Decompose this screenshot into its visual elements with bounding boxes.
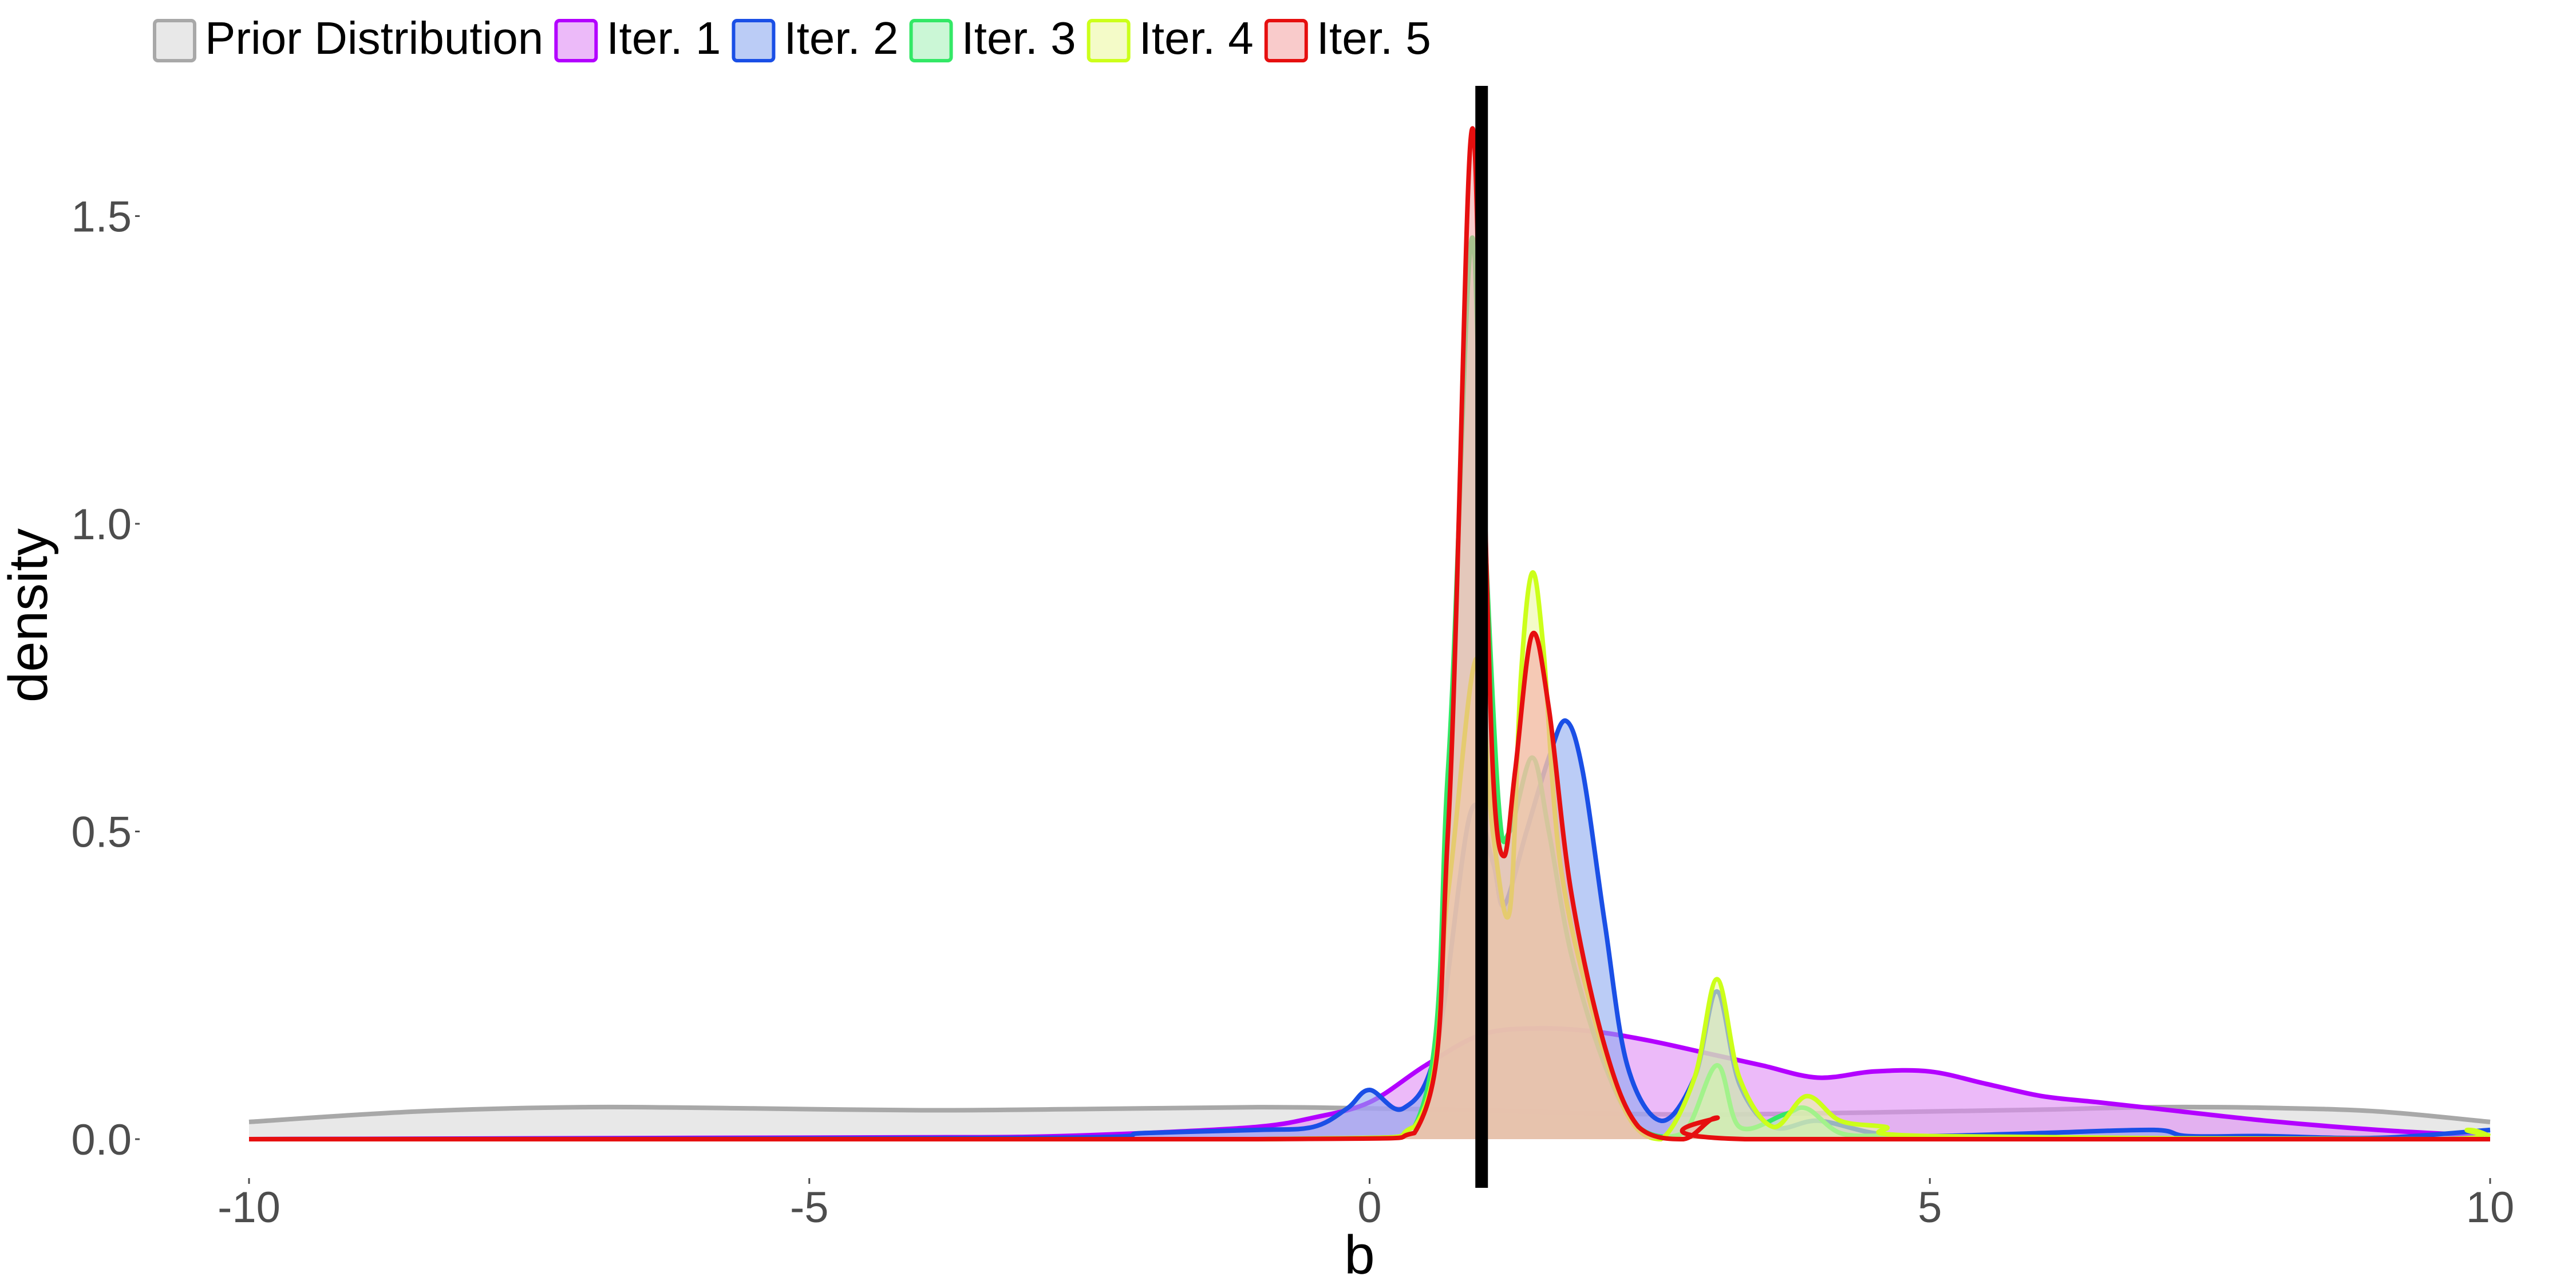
x-tick-label: 5	[1918, 1183, 1942, 1232]
legend-label-prior-distribution: Prior Distribution	[205, 13, 543, 64]
series-area-iter-1	[249, 1028, 2490, 1139]
legend-key-iter-3	[909, 19, 953, 62]
series-area-iter-2	[249, 720, 2490, 1139]
legend-key-iter-1	[554, 19, 598, 62]
y-tick-label: 1.5	[71, 193, 132, 242]
density-areas	[248, 126, 2491, 1142]
series-area-iter-4	[249, 572, 2490, 1139]
y-axis: 0.0 0.5 1.0 1.5	[71, 193, 140, 1164]
series-line-iter-2	[248, 718, 2491, 1141]
series-line-iter-4	[248, 570, 2491, 1142]
legend-label-iter-4: Iter. 4	[1139, 13, 1254, 64]
legend: Prior Distribution Iter. 1 Iter. 2 Iter. 3 I…	[153, 13, 1431, 64]
legend-label-iter-1: Iter. 1	[606, 13, 721, 64]
x-tick-label: -5	[790, 1183, 829, 1232]
legend-key-iter-5	[1264, 19, 1308, 62]
series-area-iter-3	[249, 238, 2490, 1139]
x-tick-label: 10	[2466, 1183, 2515, 1232]
legend-label-iter-5: Iter. 5	[1317, 13, 1431, 64]
legend-key-iter-2	[732, 19, 776, 62]
legend-label-iter-2: Iter. 2	[784, 13, 898, 64]
legend-key-iter-4	[1086, 19, 1131, 62]
series-line-iter-3	[248, 235, 2490, 1142]
x-axis: -10 -5 0 5 10	[218, 1178, 2514, 1232]
y-tick-label: 0.0	[71, 1116, 132, 1164]
x-tick-label: -10	[218, 1183, 280, 1232]
y-tick-label: 1.0	[71, 500, 132, 549]
y-axis-title: density	[0, 528, 59, 702]
x-tick-label: 0	[1357, 1183, 1381, 1232]
legend-key-prior-distribution	[153, 19, 196, 62]
series-area-iter-5	[249, 128, 2490, 1139]
series-line-iter-5	[248, 126, 2490, 1142]
y-tick-label: 0.5	[71, 808, 132, 857]
legend-label-iter-3: Iter. 3	[962, 13, 1076, 64]
x-axis-title: b	[1344, 1224, 1374, 1286]
